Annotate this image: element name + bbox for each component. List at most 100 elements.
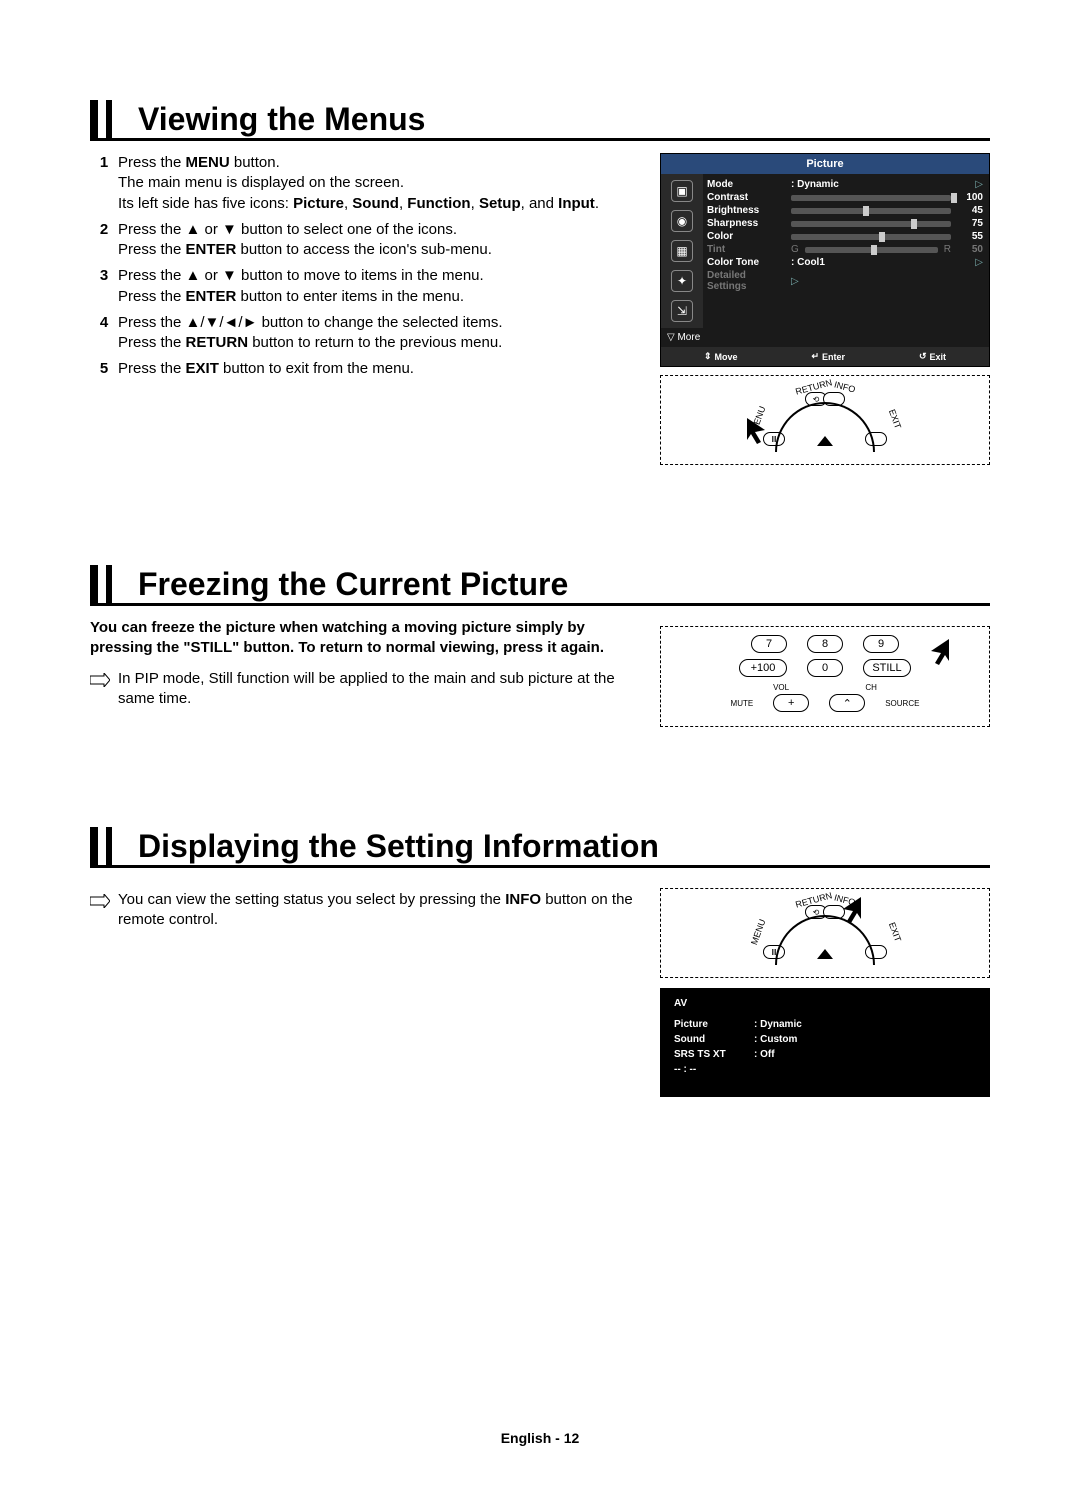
osd-row-label: Color [707,231,787,242]
info-row: -- : -- [674,1062,976,1077]
step-row: 3Press the ▲ or ▼ button to move to item… [90,266,640,307]
picture-icon: ▣ [671,180,693,202]
osd-row-num: 45 [955,205,983,216]
remote-nav-figure: RETURN INFO MENU EXIT ⟲ Ⅲ [660,375,990,465]
step-row: 4Press the ▲/▼/◄/► button to change the … [90,313,640,354]
num-8-button: 8 [807,635,843,653]
step-row: 2Press the ▲ or ▼ button to select one o… [90,220,640,261]
osd-icon-column: ▣ ◉ ▦ ✦ ⇲ [661,174,703,328]
osd-slider [791,195,951,201]
osd-row: Color55 [707,230,983,243]
step-row: 5Press the EXIT button to exit from the … [90,359,640,379]
step-text: Press the MENU button.The main menu is d… [118,153,640,214]
step-number: 4 [90,313,118,354]
ch-up-button: ⌃ [829,694,865,712]
sound-icon: ◉ [671,210,693,232]
section-displaying: Displaying the Setting Information You c… [90,827,990,1097]
section-header: Freezing the Current Picture [90,565,990,606]
info-osd: AV Picture: DynamicSound: CustomSRS TS X… [660,988,990,1097]
info-row: SRS TS XT: Off [674,1047,976,1062]
note-bold: INFO [505,891,541,908]
step-text: Press the ▲/▼/◄/► button to change the s… [118,313,640,354]
osd-row-label: Brightness [707,205,787,216]
osd-picture-menu: Picture ▣ ◉ ▦ ✦ ⇲ Mode : Dynamic ▷ Contrast… [660,153,990,367]
section-title: Displaying the Setting Information [138,827,659,865]
info-osd-header: AV [674,998,976,1009]
menu-label: MENU [749,918,767,946]
exit-label: EXIT [887,408,903,430]
step-row: 1Press the MENU button.The main menu is … [90,153,640,214]
osd-footer: ⇕ Move ↵ Enter ↺ Exit [661,347,989,366]
osd-exit-label: Exit [930,352,947,362]
plus100-button: +100 [739,659,787,677]
step-text: Press the ▲ or ▼ button to select one of… [118,220,640,261]
osd-slider [791,234,951,240]
osd-row-num: 75 [955,218,983,229]
osd-slider [791,208,951,214]
section-title: Viewing the Menus [138,100,425,138]
pointer-arrow-icon [919,639,949,669]
osd-enter-label: Enter [822,352,845,362]
mute-label: MUTE [731,699,754,708]
remote-numpad-figure: 7 8 9 +100 0 STILL VOL CH MUTE [660,626,990,727]
note-arrow-icon [90,669,118,710]
pointer-arrow-icon [747,418,777,448]
up-arrow-icon [817,949,833,959]
osd-row-label: Tint [707,244,787,255]
input-icon: ⇲ [671,300,693,322]
chevron-right-icon: ▷ [975,179,983,190]
chevron-right-icon: ▷ [791,276,799,287]
info-value: : Custom [754,1034,797,1045]
exit-icon: ↺ [919,351,927,362]
step-number: 3 [90,266,118,307]
osd-move-label: Move [715,352,738,362]
info-row: Sound: Custom [674,1032,976,1047]
pointer-arrow-icon [831,897,861,927]
viewing-steps: 1Press the MENU button.The main menu is … [90,153,640,465]
osd-row: Color Tone: Cool1▷ [707,256,983,269]
osd-row: Sharpness75 [707,217,983,230]
page-footer: English - 12 [0,1430,1080,1446]
exit-label: EXIT [887,921,903,943]
osd-row-num: 100 [955,192,983,203]
section-header: Viewing the Menus [90,100,990,141]
remote-nav-figure-2: RETURN INFO MENU EXIT ⟲ Ⅲ [660,888,990,978]
source-label: SOURCE [885,699,919,708]
setup-icon: ✦ [671,270,693,292]
step-number: 2 [90,220,118,261]
info-row: Picture: Dynamic [674,1017,976,1032]
osd-row-label: Contrast [707,192,787,203]
still-button: STILL [863,659,911,677]
header-accent-bars [90,565,120,603]
osd-row: Brightness 45 [707,204,983,217]
osd-row-value: : Dynamic [791,179,971,190]
chevron-right-icon: ▷ [975,257,983,268]
note-pre: You can view the setting status you sele… [118,891,505,908]
osd-row: Mode : Dynamic ▷ [707,178,983,191]
info-key: SRS TS XT [674,1049,754,1060]
info-value: : Dynamic [754,1019,802,1030]
move-icon: ⇕ [704,351,712,362]
section-freezing: Freezing the Current Picture You can fre… [90,565,990,727]
osd-row-num: 50 [955,244,983,255]
ch-label: CH [865,683,877,692]
step-number: 5 [90,359,118,379]
num-7-button: 7 [751,635,787,653]
info-value: : Off [754,1049,775,1060]
header-accent-bars [90,827,120,865]
vol-label: VOL [773,683,789,692]
num-0-button: 0 [807,659,843,677]
info-key: Picture [674,1019,754,1030]
osd-slider [805,247,938,253]
note-arrow-icon [90,890,118,931]
osd-row-label: Mode [707,179,787,190]
osd-title: Picture [661,154,989,174]
step-text: Press the ▲ or ▼ button to move to items… [118,266,640,307]
section-viewing: Viewing the Menus 1Press the MENU button… [90,100,990,465]
osd-row-value: : Cool1 [791,257,971,268]
vol-up-button: + [773,694,809,712]
enter-icon: ↵ [811,351,819,362]
osd-rows: Mode : Dynamic ▷ Contrast 100 Brightness 45Sha… [703,174,989,328]
function-icon: ▦ [671,240,693,262]
section-title: Freezing the Current Picture [138,565,568,603]
